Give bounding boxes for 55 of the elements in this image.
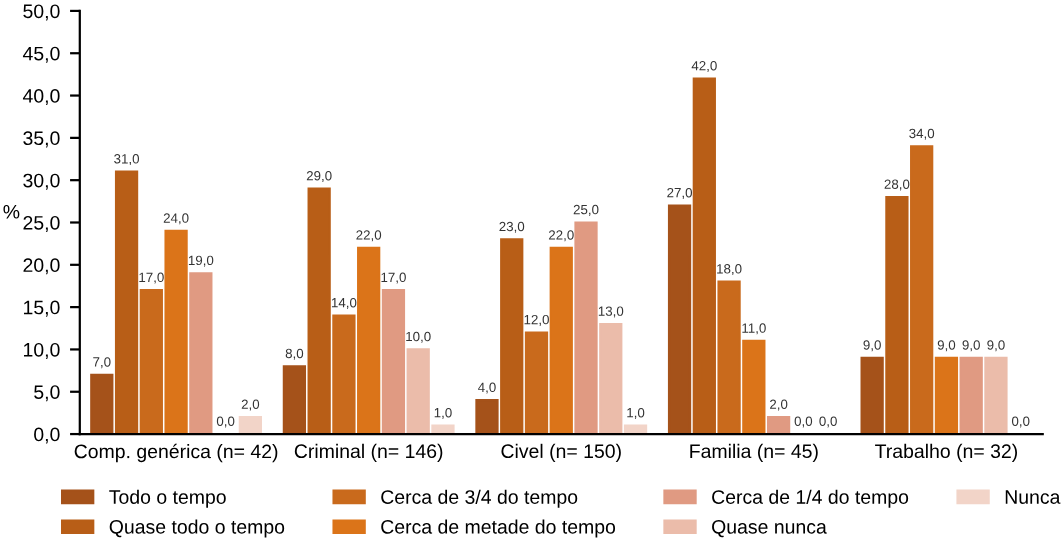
y-tick-label: 10,0 [24, 342, 60, 359]
y-tick-label: 40,0 [22, 89, 60, 106]
bar [623, 424, 648, 435]
legend-label: Cerca de 3/4 do tempo [381, 489, 578, 508]
x-tick-label: Familia (n= 45) [690, 443, 818, 462]
bar [692, 77, 716, 435]
bar [164, 229, 188, 435]
legend-label: Quase nunca [712, 519, 827, 538]
y-tick-label: 25,0 [23, 215, 60, 233]
bar [910, 145, 934, 435]
bar [934, 356, 959, 435]
y-tick-label: 5,0 [34, 385, 60, 402]
bar [574, 221, 598, 435]
legend-label: Nunca [1005, 490, 1061, 504]
x-tick-label: Criminal (n= 146) [294, 443, 443, 462]
bar [406, 348, 430, 435]
x-tick-label: Civel (n= 150) [501, 443, 621, 462]
legend-label: Quase todo o tempo [109, 519, 285, 538]
bar [357, 246, 381, 435]
bar [332, 314, 356, 435]
bar [860, 356, 884, 435]
x-tick-label: Trabalho (n= 32) [875, 443, 1018, 462]
bar [959, 356, 983, 435]
y-tick-label: 50,0 [23, 4, 60, 21]
legend-label: Todo o tempo [109, 489, 226, 508]
bar [475, 399, 499, 435]
bar [667, 204, 692, 435]
x-tick-label: Comp. genérica (n= 42) [74, 443, 278, 463]
legend-label: Cerca de metade do tempo [381, 519, 616, 538]
bar [282, 365, 307, 435]
bar [717, 280, 741, 435]
legend-label: Cerca de 1/4 do tempo [712, 489, 909, 508]
bar [766, 416, 791, 435]
y-axis-title: % [3, 204, 20, 219]
bar [381, 289, 406, 435]
y-tick-label: 45,0 [22, 46, 60, 63]
bar [885, 196, 909, 435]
bar [90, 373, 114, 435]
bar [189, 272, 213, 435]
bar [238, 416, 263, 435]
bar [599, 322, 623, 435]
y-tick-label: 35,0 [23, 131, 60, 148]
bar [139, 289, 163, 435]
bar [500, 238, 524, 435]
bar [984, 356, 1008, 435]
y-tick-label: 20,0 [23, 258, 60, 275]
bar [742, 339, 766, 435]
bar [307, 187, 331, 435]
bar [114, 170, 139, 435]
y-tick-label: 0,0 [34, 427, 60, 444]
y-tick-label: 30,0 [23, 173, 60, 190]
y-tick-label: 15,0 [24, 300, 60, 317]
bar [431, 424, 455, 435]
bar [524, 331, 549, 435]
bar [549, 246, 573, 435]
